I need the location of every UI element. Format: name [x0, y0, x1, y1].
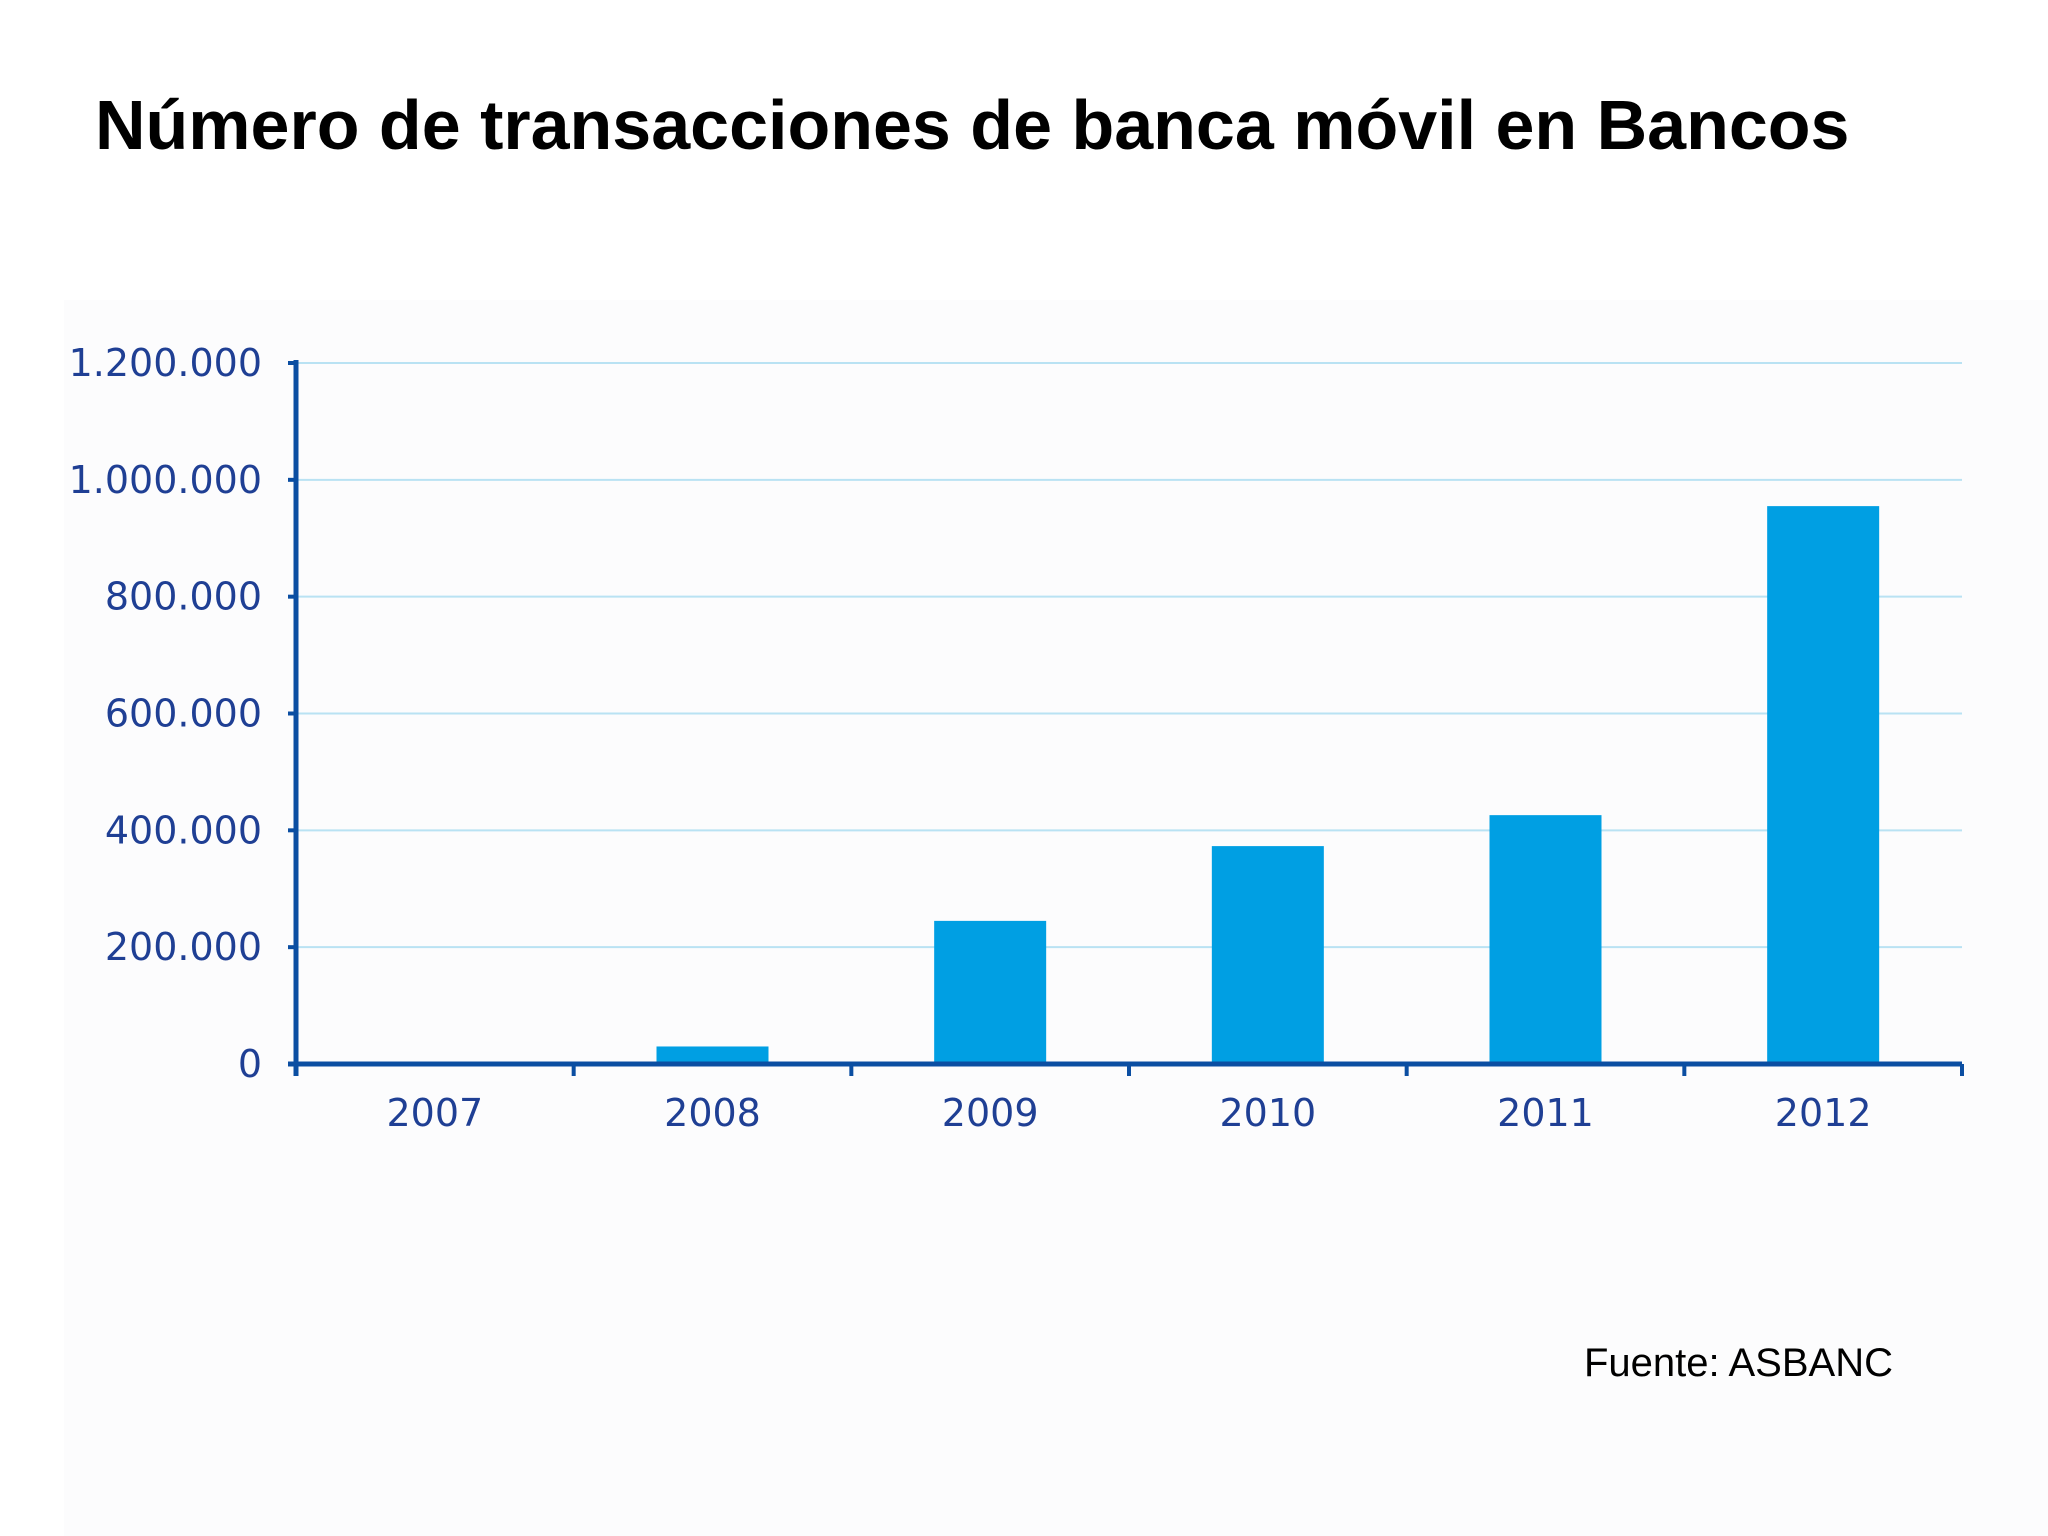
x-tick-label: 2011 — [1497, 1091, 1594, 1135]
bar-2011 — [1489, 815, 1602, 1064]
bar-2009 — [934, 920, 1047, 1064]
source-note: Fuente: ASBANC — [1583, 1341, 1893, 1385]
axes — [288, 360, 1964, 1076]
x-tick-label: 2008 — [664, 1091, 761, 1135]
chart-panel — [64, 300, 2048, 1536]
x-tick-label: 2007 — [386, 1091, 483, 1135]
y-tick-label: 0 — [238, 1042, 262, 1086]
y-tick-label: 200.000 — [105, 925, 262, 969]
x-tick-label: 2009 — [942, 1091, 1039, 1135]
bar-2010 — [1211, 846, 1324, 1064]
y-tick-label: 400.000 — [105, 808, 262, 852]
y-tick-label: 1.200.000 — [69, 341, 262, 385]
gridlines — [296, 362, 1962, 949]
y-tick-label: 1.000.000 — [69, 458, 262, 502]
page-title: Número de transacciones de banca móvil e… — [95, 86, 1850, 164]
bars — [656, 506, 1880, 1064]
x-tick-label: 2012 — [1775, 1091, 1872, 1135]
bar-2008 — [656, 1046, 769, 1064]
y-tick-label: 800.000 — [105, 575, 262, 619]
bar-2012 — [1767, 506, 1880, 1064]
tick-labels: 0 200.000 400.000 600.000 800.000 1.000.000 1.… — [69, 341, 1872, 1135]
x-tick-label: 2010 — [1219, 1091, 1316, 1135]
y-tick-label: 600.000 — [105, 692, 262, 736]
